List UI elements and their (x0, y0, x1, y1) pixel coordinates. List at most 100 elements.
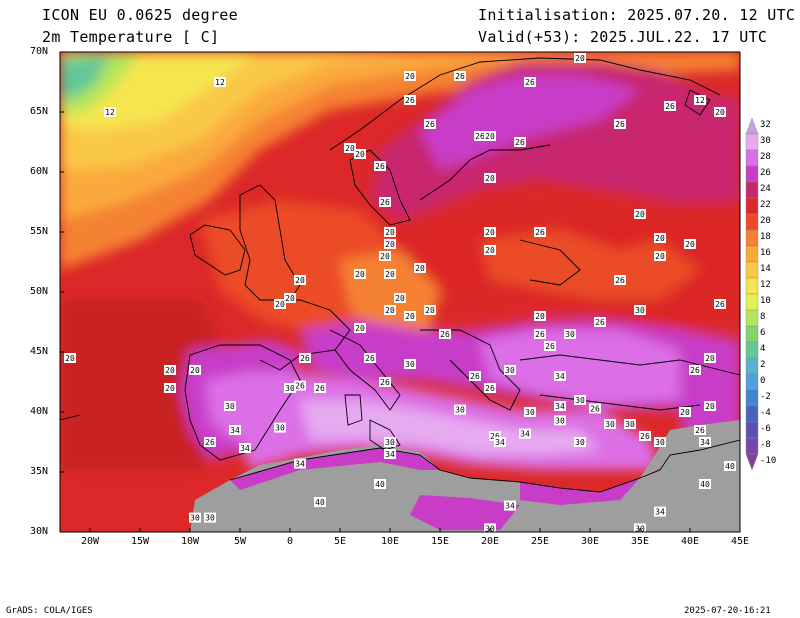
contour-label: 30 (624, 419, 636, 429)
contour-label-text: 20 (485, 132, 495, 141)
contour-label: 26 (514, 137, 526, 147)
contour-label: 34 (554, 371, 566, 381)
contour-label-text: 26 (470, 372, 480, 381)
contour-label: 20 (634, 209, 646, 219)
contour-label-text: 20 (485, 246, 495, 255)
contour-label: 30 (634, 305, 646, 315)
lon-tick-label: 10E (380, 536, 400, 547)
contour-label-text: 30 (625, 420, 635, 429)
colorbar-label: 26 (760, 168, 771, 178)
colorbar-swatch (745, 373, 759, 391)
contour-label: 26 (364, 353, 376, 363)
contour-label: 30 (384, 437, 396, 447)
model-title: ICON EU 0.0625 degree (42, 6, 238, 24)
lon-tick-label: 35E (630, 536, 650, 547)
contour-label-text: 30 (575, 438, 585, 447)
contour-label-text: 20 (405, 312, 415, 321)
contour-label: 26 (589, 403, 601, 414)
contour-label-text: 26 (615, 120, 625, 129)
contour-label-text: 26 (640, 432, 650, 441)
colorbar-label: 32 (760, 120, 771, 130)
contour-label: 34 (294, 458, 306, 469)
variable-title: 2m Temperature [ C] (42, 28, 220, 46)
contour-label-text: 20 (385, 306, 395, 315)
coastlines (60, 57, 740, 493)
contour-label: 26 (664, 101, 676, 111)
contour-label-text: 20 (385, 240, 395, 249)
contour-label-text: 34 (385, 450, 395, 459)
contour-label: 26 (614, 275, 626, 285)
contour-label: 20 (534, 311, 546, 321)
colorbar-label: 18 (760, 232, 771, 242)
contour-label: 26 (204, 437, 216, 447)
lat-tick-label: 40N (30, 406, 49, 417)
colorbar-label: 6 (760, 328, 766, 338)
contour-label: 26 (294, 380, 306, 391)
contour-label-text: 20 (685, 240, 695, 249)
contour-label: 20 (294, 275, 306, 285)
contour-label-text: 40 (700, 480, 710, 489)
contour-label-text: 30 (555, 416, 565, 425)
contour-label-text: 26 (380, 378, 390, 387)
contour-label-text: 20 (385, 270, 395, 279)
colorbar-swatch (745, 453, 759, 471)
contour-label-text: 20 (380, 252, 390, 261)
colorbar-label: -10 (760, 456, 777, 466)
contour-label-text: 26 (615, 276, 625, 285)
contour-label: 30 (454, 404, 466, 415)
lon-tick-label: 15W (130, 536, 150, 547)
lon-tick-label: 40E (680, 536, 700, 547)
colorbar-swatch (745, 405, 759, 423)
lat-tick-label: 45N (30, 346, 49, 357)
lat-tick-label: 50N (30, 286, 49, 297)
contour-label: 20 (164, 365, 176, 375)
contour-label-text: 20 (275, 300, 285, 309)
contour-label-text: 20 (355, 270, 365, 279)
contour-label-text: 20 (485, 228, 495, 237)
contour-label-text: 34 (520, 430, 530, 439)
contour-label: 34 (494, 437, 506, 447)
contour-label-text: 34 (295, 460, 305, 469)
contour-label-text: 26 (475, 132, 485, 141)
contour-label-text: 20 (655, 252, 665, 261)
colorbar-label: 14 (760, 264, 771, 274)
contour-label-text: 20 (705, 354, 715, 363)
contour-label-text: 26 (295, 382, 305, 391)
contour-label-text: 26 (315, 384, 325, 393)
contour-label-text: 34 (230, 426, 240, 435)
contour-label-text: 20 (415, 264, 425, 273)
contour-label: 26 (484, 383, 496, 393)
contour-label: 20 (484, 245, 496, 255)
footer-credit: GrADS: COLA/IGES (6, 606, 93, 616)
contour-label-text: 26 (425, 120, 435, 129)
contour-label: 26 (379, 377, 391, 387)
contour-label-text: 26 (300, 354, 310, 363)
contour-label: 30 (554, 415, 566, 426)
lat-tick-label: 30N (30, 526, 49, 537)
colorbar-label: 4 (760, 344, 766, 354)
colorbar-label: 16 (760, 248, 771, 258)
contour-label: 26 (489, 431, 501, 441)
contour-label: 40 (314, 497, 326, 507)
contour-labels: 12 12 12 20 20 20 26 26 26 26 26 26 26 26 26 26 20 20 20 20… (64, 53, 736, 532)
contour-label-text: 20 (190, 366, 200, 375)
contour-label: 20 (684, 239, 696, 249)
contour-label-text: 30 (655, 438, 665, 447)
contour-label: 34 (519, 428, 531, 439)
colorbar-swatch (745, 229, 759, 247)
contour-label: 30 (224, 401, 236, 411)
colorbar-swatch (745, 245, 759, 263)
contour-label-text: 30 (605, 420, 615, 429)
contour-label: 30 (604, 419, 616, 429)
contour-label: 26 (714, 299, 726, 309)
contour-label-text: 20 (705, 402, 715, 411)
colorbar-swatch (745, 165, 759, 183)
contour-label-text: 26 (535, 228, 545, 237)
contour-label: 20 (354, 149, 366, 159)
contour-label: 20 (654, 251, 666, 261)
colorbar-swatch (745, 261, 759, 279)
contour-label: 12 (104, 107, 116, 117)
contour-label: 26 (544, 341, 556, 351)
contour-label-text: 30 (275, 424, 285, 433)
lon-tick-label: 5E (333, 536, 347, 547)
